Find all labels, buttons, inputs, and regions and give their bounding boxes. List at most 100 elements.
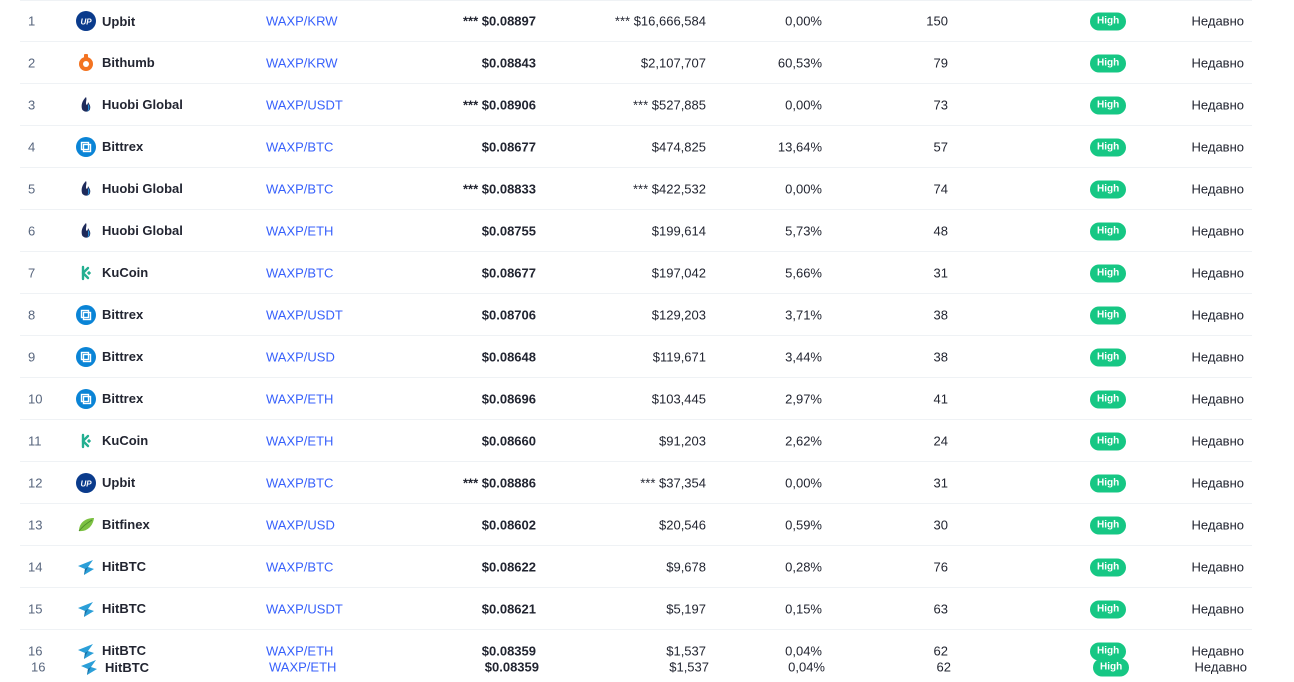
status-badge: High — [1090, 54, 1127, 72]
confidence-score: 38 — [933, 307, 948, 322]
pair-link[interactable]: WAXP/USDT — [266, 97, 343, 112]
exchange-name[interactable]: KuCoin — [102, 433, 149, 448]
price: $0.08359 — [481, 643, 536, 658]
table-row[interactable]: 4 Bittrex WAXP/BTC $0.08677 $474,825 13,… — [20, 126, 1252, 168]
pair-link[interactable]: WAXP/ETH — [266, 433, 334, 448]
pair-link[interactable]: WAXP/BTC — [266, 181, 334, 196]
exchange[interactable]: UP Upbit — [76, 11, 135, 31]
table-row[interactable]: 13 Bitfinex WAXP/USD $0.08602 $20,546 0,… — [20, 504, 1252, 546]
status-badge: High — [1090, 432, 1127, 450]
exchange[interactable]: Bittrex — [76, 136, 144, 157]
volume: $474,825 — [651, 139, 706, 154]
updated: Недавно — [1191, 433, 1244, 448]
volume: $20,546 — [659, 517, 706, 532]
table-row[interactable]: 3 Huobi Global WAXP/USDT *** $0.08906 **… — [20, 84, 1252, 126]
pair-link[interactable]: WAXP/ETH — [269, 659, 337, 675]
pair-link[interactable]: WAXP/BTC — [266, 139, 334, 154]
exchange-name[interactable]: Bittrex — [102, 139, 144, 154]
pair-link[interactable]: WAXP/BTC — [266, 475, 334, 490]
status-badge: High — [1090, 180, 1127, 198]
price: *** $0.08906 — [462, 97, 536, 112]
table-row[interactable]: 8 Bittrex WAXP/USDT $0.08706 $129,203 3,… — [20, 294, 1252, 336]
exchange-name[interactable]: Bitfinex — [102, 517, 150, 532]
exchange[interactable]: HitBTC — [76, 557, 146, 577]
pair-link[interactable]: WAXP/KRW — [266, 55, 338, 70]
exchange-name[interactable]: Bittrex — [102, 391, 144, 406]
volume-percent: 13,64% — [777, 139, 822, 154]
pair-link[interactable]: WAXP/USD — [266, 349, 335, 364]
exchange[interactable]: HitBTC — [79, 657, 149, 677]
upbit-icon: UP — [76, 472, 96, 493]
liquidity-cell: High — [1090, 389, 1127, 408]
exchange-name[interactable]: Upbit — [102, 475, 136, 490]
table-row[interactable]: 14 HitBTC WAXP/BTC $0.08622 $9,678 0,28%… — [20, 546, 1252, 588]
table-row[interactable]: 16 HitBTC WAXP/ETH $0.08359 $1,537 0,04%… — [20, 630, 1252, 671]
exchange[interactable]: UP Upbit — [76, 472, 136, 493]
volume: $1,537 — [666, 643, 706, 658]
volume: $5,197 — [666, 601, 706, 616]
exchange-name[interactable]: Huobi Global — [102, 181, 183, 196]
exchange-name[interactable]: KuCoin — [102, 265, 149, 280]
svg-text:UP: UP — [80, 479, 92, 488]
confidence-score: 41 — [933, 391, 948, 406]
table-row[interactable]: 15 HitBTC WAXP/USDT $0.08621 $5,197 0,15… — [20, 588, 1252, 630]
exchange-name[interactable]: Upbit — [102, 13, 136, 29]
duplicate-table-row: 16 HitBTC WAXP/ETH $0.08359 $1,537 0,04%… — [23, 655, 1255, 679]
exchange-name[interactable]: Bittrex — [102, 307, 144, 322]
exchange[interactable]: KuCoin — [76, 431, 148, 451]
rank: 12 — [28, 475, 43, 490]
volume: $129,203 — [651, 307, 706, 322]
pair-link[interactable]: WAXP/USD — [266, 517, 335, 532]
bittrex-icon — [76, 388, 96, 409]
updated: Недавно — [1191, 517, 1244, 532]
exchange-name[interactable]: HitBTC — [102, 601, 147, 616]
table-row[interactable]: 11 KuCoin WAXP/ETH $0.08660 $91,203 2,62… — [20, 420, 1252, 462]
exchange[interactable]: Huobi Global — [76, 95, 183, 115]
exchange-name[interactable]: HitBTC — [102, 559, 147, 574]
status-badge: High — [1093, 658, 1130, 677]
exchange[interactable]: Bitfinex — [76, 515, 150, 535]
pair-link[interactable]: WAXP/ETH — [266, 223, 334, 238]
status-badge: High — [1090, 474, 1127, 492]
exchange-name[interactable]: Bittrex — [102, 349, 144, 364]
table-row[interactable]: 5 Huobi Global WAXP/BTC *** $0.08833 ***… — [20, 168, 1252, 210]
markets-table: 1 UP Upbit WAXP/KRW *** $0.08897 *** $16… — [20, 0, 1252, 671]
exchange-name[interactable]: HitBTC — [105, 659, 150, 675]
hitbtc-icon — [76, 557, 96, 577]
exchange[interactable]: Bithumb — [76, 53, 155, 73]
liquidity-cell: High — [1090, 95, 1127, 114]
rank: 7 — [28, 265, 36, 280]
exchange-name[interactable]: HitBTC — [102, 643, 147, 658]
pair-link[interactable]: WAXP/ETH — [266, 391, 334, 406]
exchange-name[interactable]: Huobi Global — [102, 97, 183, 112]
volume: *** $16,666,584 — [614, 13, 706, 29]
table-row[interactable]: 2 Bithumb WAXP/KRW $0.08843 $2,107,707 6… — [20, 42, 1252, 84]
pair-link[interactable]: WAXP/ETH — [266, 643, 334, 658]
exchange[interactable]: Bittrex — [76, 388, 144, 409]
price: $0.08677 — [481, 265, 536, 280]
pair-link[interactable]: WAXP/BTC — [266, 559, 334, 574]
exchange[interactable]: KuCoin — [76, 263, 148, 283]
exchange-name[interactable]: Bithumb — [102, 55, 155, 70]
volume: $119,671 — [652, 349, 706, 364]
exchange[interactable]: Bittrex — [76, 304, 144, 325]
pair-link[interactable]: WAXP/USDT — [266, 601, 343, 616]
pair-link[interactable]: WAXP/KRW — [266, 13, 338, 29]
exchange[interactable]: HitBTC — [76, 641, 146, 661]
table-row[interactable]: 1 UP Upbit WAXP/KRW *** $0.08897 *** $16… — [20, 0, 1252, 42]
pair-link[interactable]: WAXP/USDT — [266, 307, 343, 322]
table-row[interactable]: 12 UP Upbit WAXP/BTC *** $0.08886 *** $3… — [20, 462, 1252, 504]
pair-link[interactable]: WAXP/BTC — [266, 265, 334, 280]
exchange[interactable]: Bittrex — [76, 346, 144, 367]
exchange[interactable]: HitBTC — [76, 599, 146, 619]
table-row[interactable]: 10 Bittrex WAXP/ETH $0.08696 $103,445 2,… — [20, 378, 1252, 420]
exchange[interactable]: Huobi Global — [76, 179, 183, 199]
exchange[interactable]: Huobi Global — [76, 221, 183, 241]
table-row[interactable]: 7 KuCoin WAXP/BTC $0.08677 $197,042 5,66… — [20, 252, 1252, 294]
volume-percent: 0,04% — [788, 659, 825, 675]
exchange-name[interactable]: Huobi Global — [102, 223, 183, 238]
bitfinex-icon — [76, 515, 96, 535]
table-row[interactable]: 6 Huobi Global WAXP/ETH $0.08755 $199,61… — [20, 210, 1252, 252]
updated: Недавно — [1191, 559, 1244, 574]
table-row[interactable]: 9 Bittrex WAXP/USD $0.08648 $119,671 3,4… — [20, 336, 1252, 378]
